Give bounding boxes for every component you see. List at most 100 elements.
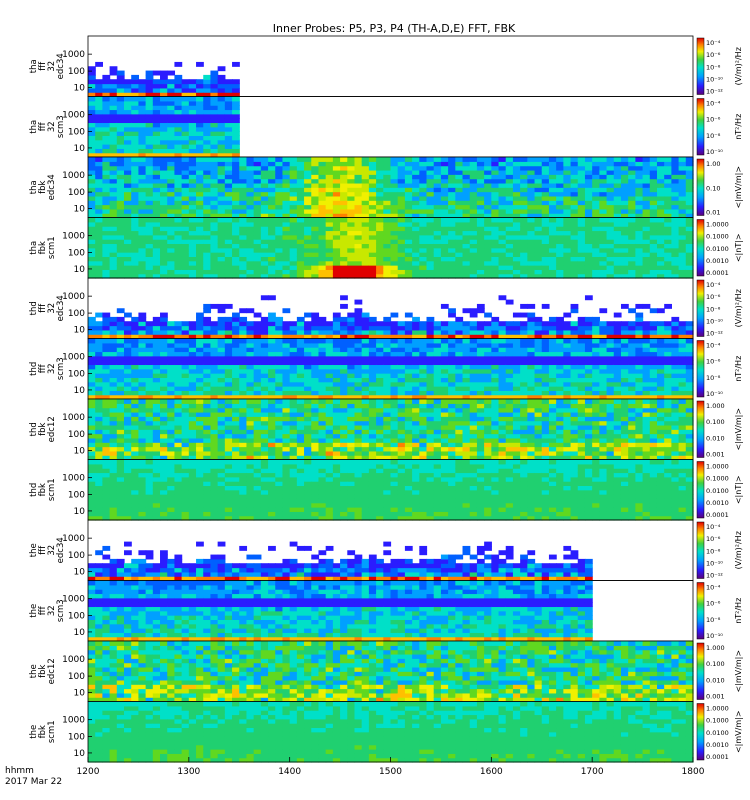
spectrogram-cell: [484, 334, 492, 340]
spectrogram-cell: [109, 347, 118, 353]
spectrogram-cell: [426, 347, 435, 353]
spectrogram-cell: [520, 360, 528, 366]
spectrogram-cell: [527, 260, 536, 266]
spectrogram-cell: [455, 226, 464, 232]
spectrogram-cell: [311, 450, 320, 456]
spectrogram-cell: [505, 213, 514, 219]
spectrogram-cell: [268, 429, 276, 435]
spectrogram-cell: [203, 92, 212, 98]
spectrogram-cell: [347, 368, 356, 374]
spectrogram-cell: [628, 195, 636, 201]
spectrogram-cell: [116, 100, 125, 106]
spectrogram-cell: [275, 437, 284, 443]
spectrogram-cell: [102, 182, 111, 188]
spectrogram-cell: [109, 407, 118, 413]
spectrogram-cell: [476, 165, 485, 171]
spectrogram-cell: [145, 265, 154, 270]
spectrogram-cell: [354, 161, 363, 167]
spectrogram-cell: [606, 377, 615, 383]
spectrogram-cell: [102, 399, 111, 404]
spectrogram-cell: [88, 208, 96, 214]
spectrogram-cell: [124, 152, 132, 158]
spectrogram-cell: [232, 221, 240, 227]
spectrogram-cell: [196, 329, 204, 335]
spectrogram-cell: [426, 174, 435, 180]
spectrogram-cell: [289, 178, 298, 184]
spectrogram-cell: [268, 226, 276, 232]
spectrogram-cell: [145, 109, 154, 115]
spectrogram-cell: [131, 433, 140, 439]
spectrogram-cell: [426, 368, 435, 374]
spectrogram-cell: [174, 221, 183, 227]
spectrogram-cell: [167, 161, 176, 167]
spectrogram-cell: [656, 226, 665, 232]
spectrogram-cell: [476, 221, 485, 227]
spectrogram-cell: [246, 360, 255, 366]
spectrogram-cell: [167, 169, 176, 175]
spectrogram-cell: [160, 368, 168, 374]
spectrogram-cell: [95, 61, 103, 67]
spectrogram-cell: [527, 195, 536, 201]
spectrogram-cell: [599, 243, 608, 249]
spectrogram-cell: [217, 139, 226, 145]
spectrogram-cell: [462, 230, 471, 236]
spectrogram-cell: [354, 226, 363, 232]
spectrogram-cell: [332, 373, 341, 378]
spectrogram-cell: [577, 230, 586, 236]
spectrogram-cell: [124, 381, 132, 387]
spectrogram-cell: [505, 226, 514, 232]
spectrogram-cell: [304, 265, 312, 270]
spectrogram-cell: [181, 200, 190, 206]
spectrogram-cell: [268, 217, 276, 223]
spectrogram-cell: [520, 178, 528, 184]
spectrogram-cell: [275, 342, 284, 348]
spectrogram-cell: [642, 364, 651, 370]
spectrogram-cell: [613, 347, 622, 353]
spectrogram-cell: [361, 187, 370, 193]
spectrogram-cell: [145, 424, 154, 430]
spectrogram-cell: [642, 256, 651, 262]
spectrogram-cell: [275, 403, 284, 409]
spectrogram-cell: [325, 329, 334, 335]
spectrogram-cell: [656, 273, 665, 279]
spectrogram-cell: [347, 450, 356, 456]
spectrogram-cell: [584, 386, 593, 391]
spectrogram-cell: [476, 368, 485, 374]
spectrogram-cell: [311, 455, 320, 461]
spectrogram-cell: [232, 191, 240, 197]
spectrogram-cell: [260, 200, 269, 206]
spectrogram-cell: [124, 221, 132, 227]
spectrogram-cell: [282, 269, 291, 275]
spectrogram-cell: [505, 351, 514, 357]
spectrogram-cell: [592, 157, 600, 162]
spectrogram-cell: [217, 424, 226, 430]
spectrogram-cell: [340, 169, 348, 175]
spectrogram-cell: [268, 364, 276, 370]
spectrogram-cell: [376, 256, 384, 262]
spectrogram-cell: [426, 230, 435, 236]
spectrogram-cell: [296, 351, 305, 357]
spectrogram-cell: [210, 157, 219, 162]
spectrogram-cell: [656, 200, 665, 206]
spectrogram-cell: [246, 208, 255, 214]
spectrogram-cell: [592, 364, 600, 370]
spectrogram-cell: [131, 247, 140, 253]
spectrogram-cell: [584, 351, 593, 357]
spectrogram-cell: [606, 321, 615, 327]
spectrogram-cell: [563, 243, 572, 249]
spectrogram-cell: [275, 191, 284, 197]
spectrogram-cell: [664, 321, 672, 327]
spectrogram-cell: [253, 334, 262, 340]
spectrogram-cell: [210, 273, 219, 279]
spectrogram-cell: [145, 105, 154, 111]
spectrogram-cell: [671, 394, 680, 400]
spectrogram-cell: [181, 204, 190, 210]
spectrogram-cell: [649, 226, 658, 232]
spectrogram-cell: [188, 191, 197, 197]
spectrogram-cell: [275, 455, 284, 461]
spectrogram-cell: [534, 273, 543, 279]
spectrogram-cell: [462, 234, 471, 240]
spectrogram-cell: [383, 260, 392, 266]
spectrogram-cell: [152, 269, 161, 275]
spectrogram-cell: [678, 243, 687, 249]
